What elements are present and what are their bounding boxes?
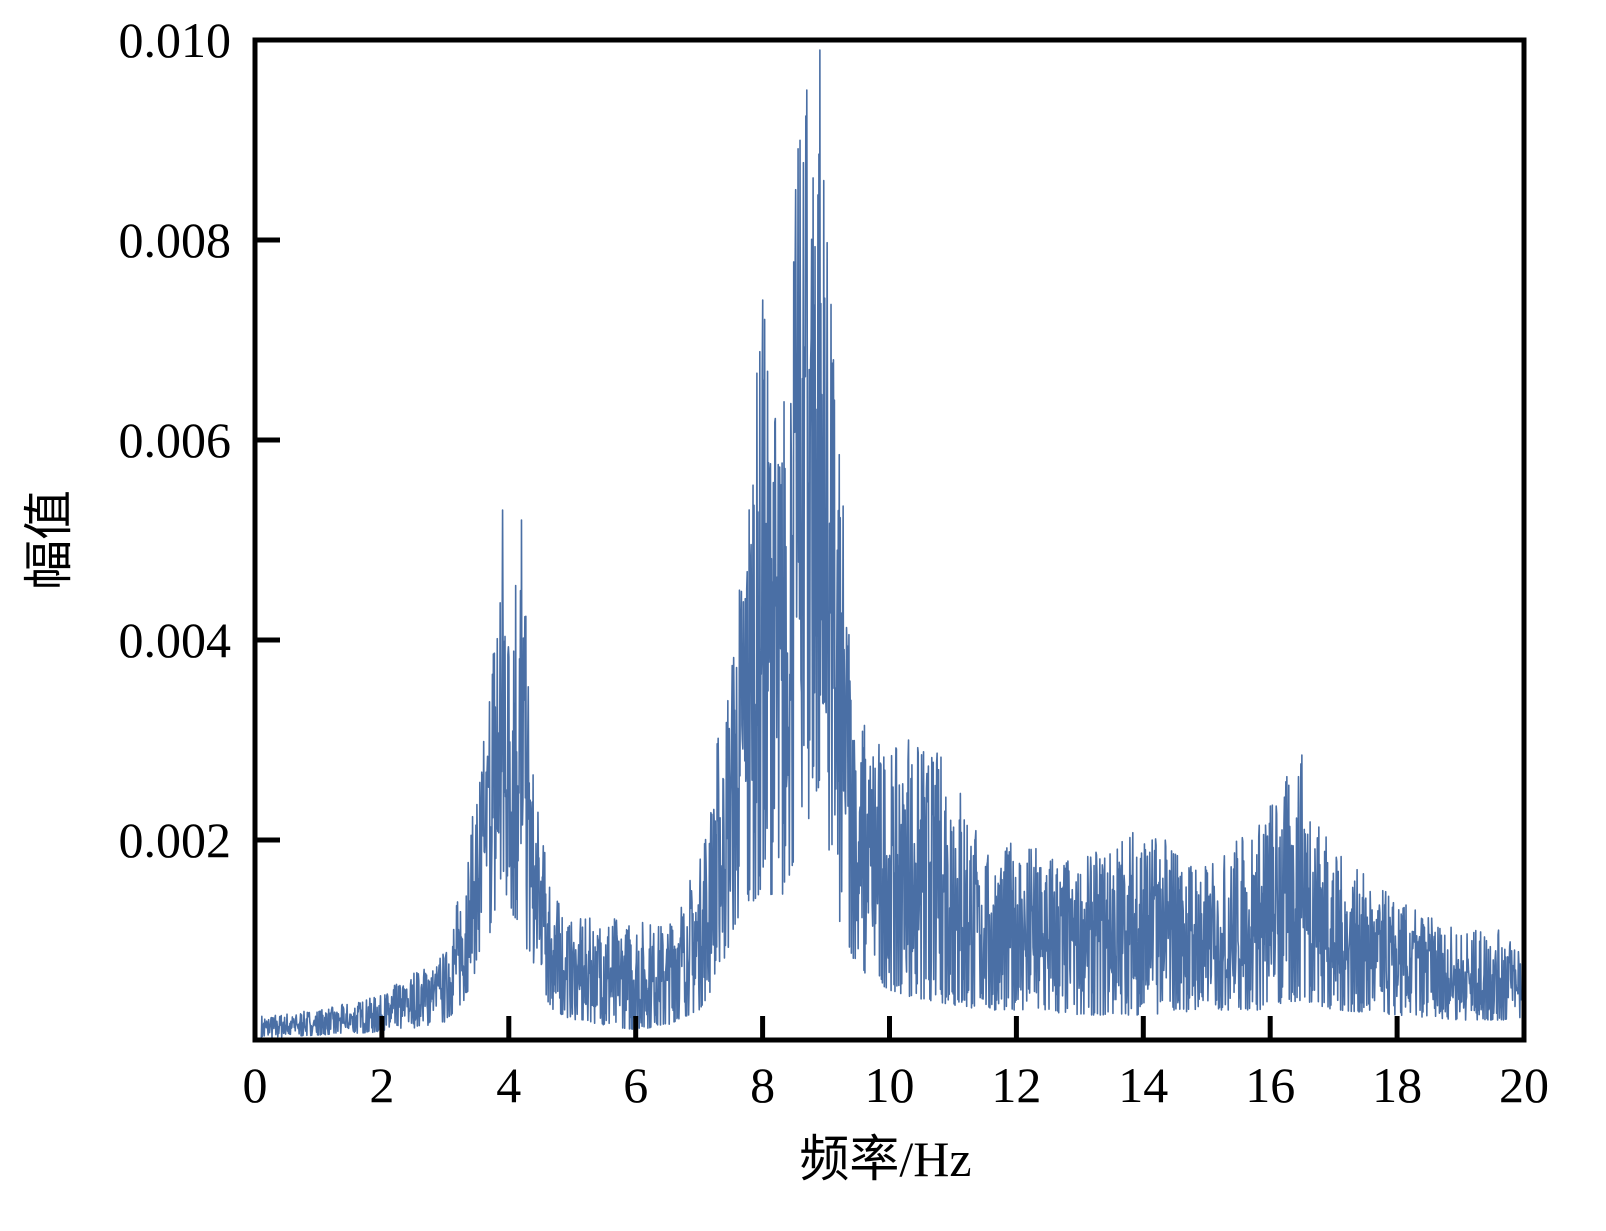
y-axis-ticks: 0.002 0.004 0.006 0.008 0.010 bbox=[119, 12, 280, 868]
y-tick-label: 0.010 bbox=[119, 12, 232, 68]
spectrum-series-line bbox=[260, 49, 1522, 1039]
y-axis-title: 幅值 bbox=[21, 490, 77, 590]
y-tick-label: 0.002 bbox=[119, 812, 232, 868]
x-tick-label: 0 bbox=[243, 1057, 268, 1113]
x-tick-label: 2 bbox=[369, 1057, 394, 1113]
y-tick-label: 0.006 bbox=[119, 412, 232, 468]
x-tick-label: 18 bbox=[1372, 1057, 1422, 1113]
x-tick-label: 8 bbox=[750, 1057, 775, 1113]
x-tick-label: 6 bbox=[623, 1057, 648, 1113]
x-tick-label: 20 bbox=[1499, 1057, 1549, 1113]
plot-area bbox=[260, 49, 1522, 1039]
x-axis-title: 频率/Hz bbox=[799, 1131, 971, 1187]
x-tick-label: 14 bbox=[1118, 1057, 1168, 1113]
x-tick-label: 16 bbox=[1245, 1057, 1295, 1113]
x-tick-label: 4 bbox=[496, 1057, 521, 1113]
y-tick-label: 0.008 bbox=[119, 212, 232, 268]
x-tick-label: 10 bbox=[865, 1057, 915, 1113]
y-tick-label: 0.004 bbox=[119, 612, 232, 668]
x-axis-ticks: 0 2 4 6 8 10 12 14 16 18 20 bbox=[243, 1016, 1549, 1113]
x-tick-label: 12 bbox=[991, 1057, 1041, 1113]
